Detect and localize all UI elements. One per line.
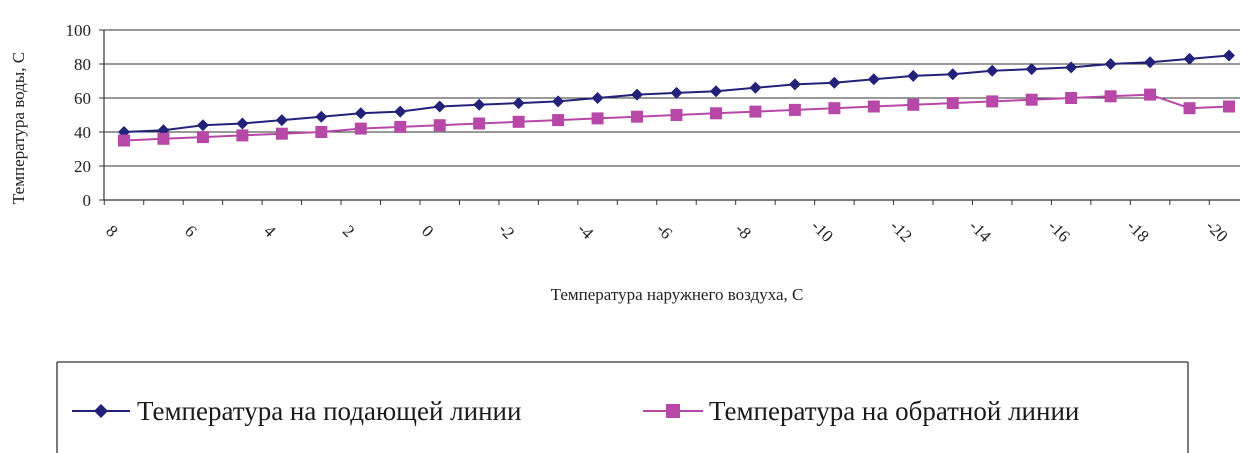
x-tick-label: -12 — [886, 216, 915, 245]
x-tick-label: 4 — [260, 221, 280, 241]
data-point — [473, 117, 486, 130]
data-point — [1065, 61, 1078, 74]
data-point — [670, 109, 683, 121]
data-point — [512, 115, 525, 128]
data-point — [552, 95, 565, 108]
data-point — [1065, 92, 1078, 104]
data-point — [315, 110, 328, 123]
data-point — [433, 119, 446, 132]
data-point — [788, 103, 801, 116]
data-point — [1183, 52, 1196, 65]
legend-marker-supply — [94, 404, 108, 418]
data-point — [1025, 63, 1038, 76]
y-tick-labels: 0 20 40 60 80 100 — [66, 21, 92, 210]
data-point — [946, 68, 959, 81]
data-point — [907, 69, 920, 82]
x-tick-label: -4 — [574, 219, 598, 243]
data-point — [157, 132, 170, 145]
data-point — [354, 107, 367, 120]
data-point — [986, 95, 999, 108]
x-tick-label: -14 — [965, 216, 995, 246]
data-point — [591, 92, 604, 104]
x-tick-label: 6 — [181, 221, 200, 240]
data-point — [1223, 100, 1235, 113]
x-tick-label: 8 — [102, 221, 121, 240]
x-tick-label: 2 — [339, 221, 358, 240]
y-tick-label: 60 — [74, 89, 91, 108]
data-point — [709, 85, 722, 98]
data-point — [907, 98, 920, 111]
series-layer — [118, 49, 1235, 147]
x-axis-title: Температура наружнего воздуха, С — [551, 285, 804, 304]
x-tick-label: -10 — [808, 216, 837, 245]
y-tick-label: 0 — [83, 191, 92, 210]
data-point — [394, 120, 407, 133]
data-point — [236, 129, 249, 142]
legend: Температура на подающей линии Температур… — [56, 361, 1189, 453]
y-tick-label: 40 — [74, 123, 91, 142]
data-point — [1144, 88, 1157, 101]
data-point — [275, 114, 288, 127]
data-point — [1104, 58, 1117, 70]
data-point — [236, 117, 249, 130]
y-tick-label: 20 — [74, 157, 91, 176]
data-point — [354, 122, 367, 135]
x-tick-label: -6 — [653, 219, 676, 242]
data-point — [512, 97, 525, 110]
x-tick-label: -20 — [1202, 216, 1231, 245]
y-tick-label: 100 — [66, 21, 92, 40]
data-point — [394, 105, 407, 118]
data-point — [433, 100, 446, 113]
legend-label-return: Температура на обратной линии — [709, 396, 1079, 426]
data-point — [1223, 49, 1235, 62]
data-point — [828, 102, 841, 115]
data-point — [788, 78, 801, 91]
data-point — [670, 86, 683, 99]
data-point — [591, 112, 604, 125]
x-tick-label: -2 — [495, 219, 518, 242]
data-point — [196, 119, 209, 132]
data-point — [1104, 90, 1117, 103]
data-point — [867, 100, 880, 113]
y-tick-label: 80 — [74, 55, 91, 74]
data-point — [196, 131, 209, 144]
data-point — [1025, 93, 1038, 106]
y-axis-title: Температура воды, С — [9, 52, 28, 204]
x-tick-label: -8 — [732, 219, 755, 242]
data-point — [275, 127, 288, 140]
data-point — [828, 76, 841, 89]
x-tick-label: 0 — [418, 221, 437, 240]
x-tick-label: -16 — [1044, 216, 1073, 245]
series-1 — [118, 88, 1235, 147]
data-point — [315, 126, 328, 138]
data-point — [1144, 56, 1157, 69]
x-tick-label: -18 — [1123, 216, 1152, 245]
data-point — [709, 107, 722, 120]
legend-label-supply: Температура на подающей линии — [137, 396, 521, 426]
data-point — [473, 98, 486, 111]
x-tick-labels: 8 6 4 2 0 -2 -4 -6 -8 -10 -12 -14 -16 -18 -20 — [102, 216, 1231, 246]
data-point — [986, 64, 999, 77]
legend-marker-return — [666, 404, 680, 418]
data-point — [631, 110, 644, 123]
data-point — [118, 134, 130, 147]
data-point — [749, 81, 762, 94]
series-0 — [118, 49, 1235, 138]
data-point — [1183, 102, 1196, 115]
data-point — [867, 73, 880, 86]
axes — [99, 29, 1240, 205]
data-point — [946, 97, 959, 110]
data-point — [552, 114, 565, 127]
data-point — [749, 105, 762, 118]
data-point — [631, 88, 644, 101]
gridlines — [104, 29, 1240, 167]
